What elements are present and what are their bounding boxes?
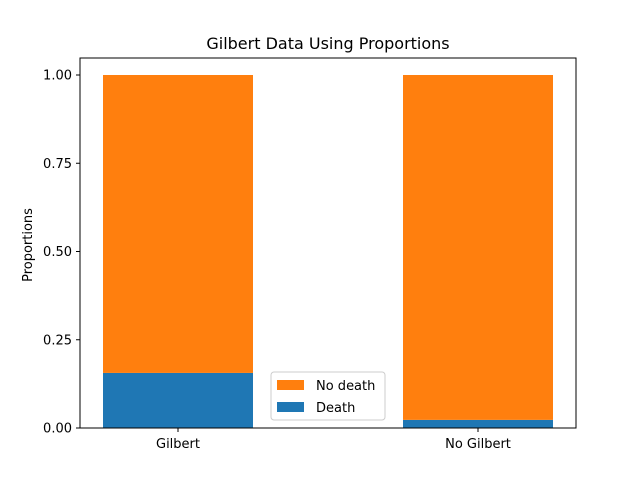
legend-label: No death xyxy=(316,379,375,394)
x-tick-label: No Gilbert xyxy=(445,437,511,452)
bars-group xyxy=(103,75,553,428)
bar-no-death-no-gilbert xyxy=(403,75,553,420)
y-tick-label: 0.50 xyxy=(43,245,72,260)
legend-swatch xyxy=(277,380,304,390)
y-axis: 0.00 0.25 0.50 0.75 1.00 xyxy=(43,69,80,437)
legend-swatch xyxy=(277,402,304,412)
plot-frame xyxy=(79,57,577,429)
y-tick-label: 0.25 xyxy=(43,333,72,348)
legend-label: Death xyxy=(316,401,355,416)
x-tick-label: Gilbert xyxy=(156,437,200,452)
x-axis: Gilbert No Gilbert xyxy=(156,428,511,452)
y-tick-label: 0.75 xyxy=(43,157,72,172)
bar-death-no-gilbert xyxy=(403,419,553,428)
legend: No death Death xyxy=(270,371,386,421)
bar-no-death-gilbert xyxy=(103,75,253,373)
y-tick-label: 0.00 xyxy=(43,422,72,437)
y-tick-label: 1.00 xyxy=(43,69,72,84)
bar-death-gilbert xyxy=(103,372,253,428)
chart-title: Gilbert Data Using Proportions xyxy=(206,34,449,53)
y-axis-label: Proportions xyxy=(21,208,36,282)
